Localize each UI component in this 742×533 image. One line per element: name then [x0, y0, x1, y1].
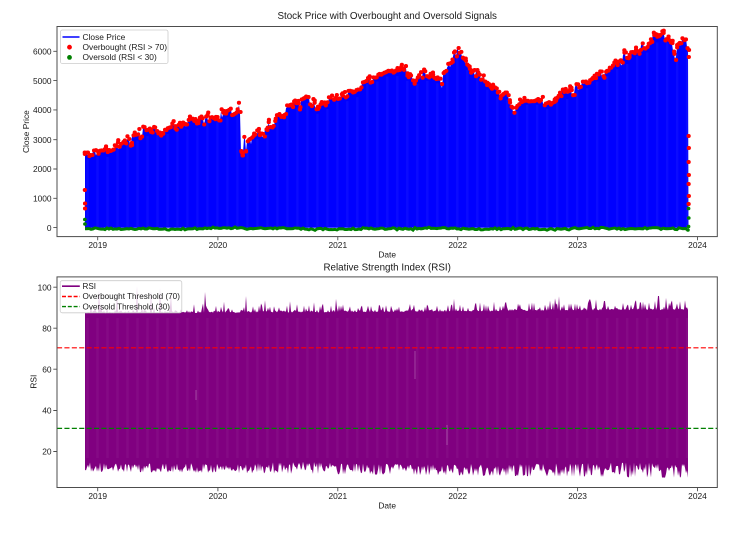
svg-text:2022: 2022	[448, 491, 467, 501]
svg-text:5000: 5000	[33, 76, 52, 86]
svg-text:2023: 2023	[568, 491, 587, 501]
svg-text:2000: 2000	[33, 164, 52, 174]
svg-text:Relative Strength Index (RSI): Relative Strength Index (RSI)	[323, 262, 450, 273]
svg-text:80: 80	[42, 323, 52, 333]
svg-text:Oversold Threshold (30): Oversold Threshold (30)	[83, 302, 171, 311]
svg-text:Close Price: Close Price	[21, 110, 31, 153]
svg-text:60: 60	[42, 364, 52, 374]
svg-text:RSI: RSI	[29, 375, 39, 389]
svg-text:Overbought Threshold (70): Overbought Threshold (70)	[83, 292, 181, 301]
svg-text:2020: 2020	[209, 240, 228, 250]
svg-text:RSI: RSI	[83, 282, 97, 291]
svg-text:2021: 2021	[328, 240, 347, 250]
svg-text:2024: 2024	[688, 491, 707, 501]
svg-text:3000: 3000	[33, 135, 52, 145]
svg-text:Stock Price with Overbought an: Stock Price with Overbought and Oversold…	[277, 11, 497, 22]
svg-text:2020: 2020	[209, 491, 228, 501]
svg-text:2019: 2019	[88, 491, 107, 501]
svg-text:0: 0	[47, 223, 52, 233]
svg-text:2019: 2019	[88, 240, 107, 250]
svg-text:Oversold (RSI < 30): Oversold (RSI < 30)	[83, 52, 157, 62]
svg-text:Date: Date	[378, 500, 396, 510]
svg-text:Date: Date	[378, 250, 396, 260]
svg-text:40: 40	[42, 406, 52, 416]
svg-text:2021: 2021	[328, 491, 347, 501]
svg-text:2022: 2022	[448, 240, 467, 250]
svg-text:2024: 2024	[688, 240, 707, 250]
svg-text:Close Price: Close Price	[83, 32, 126, 42]
svg-text:4000: 4000	[33, 105, 52, 115]
svg-text:20: 20	[42, 447, 52, 457]
svg-text:2023: 2023	[568, 240, 587, 250]
svg-text:100: 100	[38, 282, 52, 292]
svg-text:6000: 6000	[33, 47, 52, 57]
svg-text:1000: 1000	[33, 194, 52, 204]
svg-text:Overbought (RSI > 70): Overbought (RSI > 70)	[83, 42, 168, 52]
